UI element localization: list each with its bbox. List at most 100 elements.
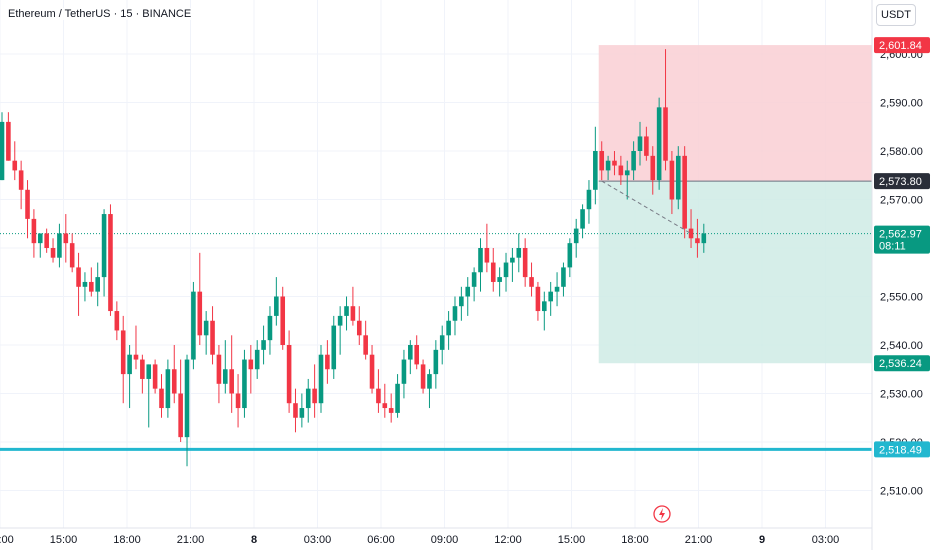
candle xyxy=(484,223,490,273)
candle xyxy=(178,359,183,442)
candle xyxy=(382,383,388,418)
candle-body xyxy=(382,403,388,409)
candle xyxy=(535,281,541,321)
trade-path-line xyxy=(601,180,692,235)
candle-body xyxy=(337,315,343,326)
candle xyxy=(299,393,305,428)
y-tick-label: 2,580.00 xyxy=(880,146,923,158)
candle xyxy=(542,291,547,331)
stop-price-label-bg xyxy=(874,37,930,54)
candle-body xyxy=(312,388,317,404)
candle xyxy=(669,151,675,215)
candle-body xyxy=(254,349,260,370)
candle-body xyxy=(63,233,69,244)
candle xyxy=(599,141,605,181)
candle xyxy=(586,180,592,224)
candle-body xyxy=(82,281,88,287)
candle-body xyxy=(446,320,451,336)
candle xyxy=(95,262,100,307)
x-tick-label: 21:00 xyxy=(685,534,713,546)
candle-body xyxy=(229,369,234,394)
candle xyxy=(318,345,324,413)
candle xyxy=(618,155,624,185)
candle-body xyxy=(701,233,707,244)
symbol-title: Ethereum / TetherUS · 15 · BINANCE xyxy=(6,8,194,20)
candle xyxy=(503,252,509,292)
candle xyxy=(293,388,298,433)
flash-icon xyxy=(653,505,671,523)
candle-body xyxy=(459,296,464,307)
candle xyxy=(305,378,311,423)
candle xyxy=(567,238,573,278)
candle-body xyxy=(171,369,177,394)
y-tick-label: 2,550.00 xyxy=(880,292,923,304)
candle-body xyxy=(452,306,458,321)
support-price-label: 2,518.49 xyxy=(879,444,922,456)
candle xyxy=(248,345,254,394)
candle-body xyxy=(286,345,292,404)
candle xyxy=(50,238,56,263)
candle xyxy=(203,311,209,355)
candle-body xyxy=(18,170,24,190)
candle xyxy=(216,345,222,404)
x-tick-label: 9 xyxy=(759,534,765,546)
candle-body xyxy=(133,354,139,360)
currency-button[interactable]: USDT xyxy=(876,4,916,26)
candle xyxy=(522,238,528,287)
candle-body xyxy=(223,369,228,384)
candle-body xyxy=(433,349,439,375)
candle-body xyxy=(682,155,687,229)
candle-body xyxy=(76,267,81,287)
candle-body xyxy=(548,291,553,302)
candle xyxy=(325,340,330,384)
candle-body xyxy=(89,281,94,292)
y-tick-label: 2,590.00 xyxy=(880,98,923,110)
candle-body xyxy=(599,151,605,171)
candle-body xyxy=(31,218,37,244)
candle-body xyxy=(542,301,547,312)
candle-body xyxy=(120,330,126,375)
candle xyxy=(612,151,617,176)
candle-body xyxy=(50,248,56,258)
candle-body xyxy=(37,233,43,244)
flash-icon-bolt xyxy=(659,508,665,520)
candle xyxy=(420,359,426,394)
candle xyxy=(82,272,88,302)
candle-body xyxy=(325,354,330,370)
candle xyxy=(644,126,649,161)
candle-body xyxy=(388,408,394,413)
candle xyxy=(363,320,368,360)
candle xyxy=(369,345,375,394)
candle xyxy=(376,369,381,413)
y-tick-label: 2,570.00 xyxy=(880,195,923,207)
candle xyxy=(280,286,286,350)
candle xyxy=(57,223,62,268)
candle xyxy=(114,301,120,341)
candle xyxy=(554,272,560,307)
candle xyxy=(12,141,18,181)
candle-body xyxy=(516,248,522,258)
candle-body xyxy=(663,107,668,161)
candle xyxy=(433,340,439,389)
candle-body xyxy=(535,286,541,312)
candle xyxy=(624,160,630,200)
candle xyxy=(63,214,69,263)
candle-body xyxy=(57,233,62,258)
candle xyxy=(37,233,43,258)
candle-body xyxy=(69,243,75,268)
candle-body xyxy=(490,262,496,282)
candle-body xyxy=(618,165,624,176)
candle-body xyxy=(644,136,649,156)
y-tick-label: 2,530.00 xyxy=(880,389,923,401)
candle xyxy=(184,354,190,467)
candle-body xyxy=(350,306,356,321)
candle-body xyxy=(274,296,279,316)
candle-body xyxy=(369,354,375,389)
candle xyxy=(631,141,636,181)
countdown-label: 08:11 xyxy=(879,241,906,253)
candle xyxy=(140,354,145,394)
candle xyxy=(471,267,477,302)
candle-body xyxy=(401,359,407,384)
